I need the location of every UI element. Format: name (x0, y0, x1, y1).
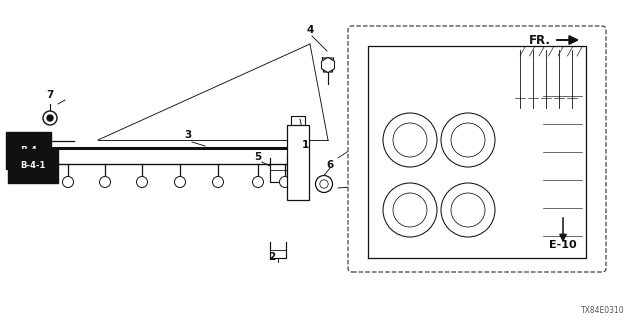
Circle shape (63, 177, 74, 188)
Text: B-4: B-4 (20, 146, 37, 155)
Circle shape (451, 193, 485, 227)
Text: 5: 5 (254, 152, 262, 162)
Text: 3: 3 (184, 130, 191, 140)
Circle shape (212, 177, 223, 188)
Circle shape (253, 177, 264, 188)
Circle shape (320, 180, 328, 188)
Text: 4: 4 (307, 25, 314, 35)
Text: B-4-1: B-4-1 (20, 161, 45, 170)
Circle shape (175, 177, 186, 188)
Bar (287, 125, 309, 200)
Polygon shape (321, 58, 335, 73)
Circle shape (280, 177, 291, 188)
Text: TX84E0310: TX84E0310 (581, 306, 625, 315)
Circle shape (451, 123, 485, 157)
Circle shape (43, 111, 57, 125)
Text: 2: 2 (268, 252, 276, 262)
Text: E-10: E-10 (549, 240, 577, 250)
FancyBboxPatch shape (348, 26, 606, 272)
Circle shape (99, 177, 111, 188)
Text: 7: 7 (46, 90, 54, 100)
Circle shape (393, 193, 427, 227)
Circle shape (47, 115, 53, 121)
Text: FR.: FR. (529, 34, 551, 46)
Text: 6: 6 (326, 160, 333, 170)
Circle shape (316, 175, 333, 193)
Circle shape (393, 123, 427, 157)
Circle shape (136, 177, 147, 188)
Circle shape (383, 183, 437, 237)
Text: 1: 1 (301, 140, 308, 150)
Circle shape (441, 183, 495, 237)
Circle shape (383, 113, 437, 167)
Circle shape (441, 113, 495, 167)
